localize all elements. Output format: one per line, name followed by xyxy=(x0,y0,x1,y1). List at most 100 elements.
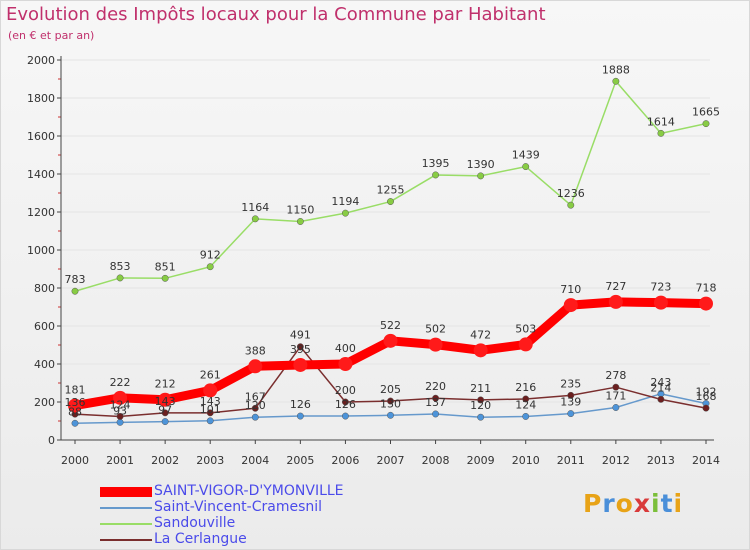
data-point xyxy=(473,343,488,358)
data-label: 168 xyxy=(696,390,717,403)
data-label: 243 xyxy=(650,376,671,389)
data-label: 502 xyxy=(425,323,446,336)
y-tick-label: 1000 xyxy=(27,244,55,257)
chart-title: Evolution des Impôts locaux pour la Comm… xyxy=(6,4,546,25)
y-tick-label: 1800 xyxy=(27,92,55,105)
data-label: 120 xyxy=(470,399,491,412)
data-label: 261 xyxy=(200,368,221,381)
data-label: 1395 xyxy=(422,157,450,170)
data-label: 130 xyxy=(380,397,401,410)
data-label: 851 xyxy=(155,260,176,273)
data-label: 124 xyxy=(515,398,536,411)
chart-subtitle: (en € et par an) xyxy=(8,29,95,42)
legend-label: Sandouville xyxy=(154,515,236,531)
data-label: 101 xyxy=(200,403,221,416)
data-point xyxy=(477,413,485,421)
data-label: 388 xyxy=(245,344,266,357)
data-point xyxy=(68,398,82,413)
data-point xyxy=(296,343,304,351)
data-label: 783 xyxy=(65,273,86,286)
data-point xyxy=(116,412,124,420)
data-point xyxy=(518,337,533,352)
data-point xyxy=(567,391,575,399)
data-label: 181 xyxy=(65,384,86,397)
data-label: 718 xyxy=(696,282,717,295)
data-point xyxy=(387,198,394,206)
brand-letter: P xyxy=(583,489,603,518)
data-point xyxy=(657,395,665,403)
data-label: 167 xyxy=(245,390,266,403)
data-point xyxy=(567,201,575,209)
data-label: 710 xyxy=(560,283,581,296)
data-label: 93 xyxy=(113,404,127,417)
y-tick-label: 1400 xyxy=(27,168,55,181)
data-point xyxy=(522,395,530,403)
data-label: 522 xyxy=(380,319,401,332)
x-tick-label: 2010 xyxy=(512,454,540,467)
y-tick-label: 2000 xyxy=(27,54,55,67)
data-label: 1439 xyxy=(512,149,540,162)
brand-letter: i xyxy=(651,489,661,518)
series-lines xyxy=(68,77,713,427)
data-label: 1236 xyxy=(557,187,585,200)
x-tick-label: 2003 xyxy=(196,454,224,467)
data-label: 853 xyxy=(110,260,131,273)
data-label: 200 xyxy=(335,384,356,397)
data-label: 235 xyxy=(560,377,581,390)
x-tick-label: 2012 xyxy=(602,454,630,467)
brand-letter: o xyxy=(615,489,634,518)
x-tick-label: 2005 xyxy=(286,454,314,467)
legend-swatch xyxy=(100,539,152,541)
legend-swatch xyxy=(100,507,152,509)
data-label: 139 xyxy=(560,396,581,409)
data-label: 126 xyxy=(335,398,356,411)
data-label: 1255 xyxy=(377,184,405,197)
data-point xyxy=(161,418,169,426)
data-label: 400 xyxy=(335,342,356,355)
data-point xyxy=(338,357,353,371)
legend-swatch xyxy=(100,487,152,497)
brand-letter: i xyxy=(673,489,684,518)
data-label: 97 xyxy=(158,404,172,417)
data-label: 137 xyxy=(425,396,446,409)
data-point xyxy=(702,404,710,412)
data-labels: 181 222 212 261 388 395 400 522 502 472 503 710 727 7… xyxy=(65,63,721,418)
x-tick-label: 2001 xyxy=(106,454,134,467)
data-point xyxy=(251,413,259,421)
x-tick-label: 2007 xyxy=(377,454,405,467)
data-point xyxy=(206,263,214,271)
data-point xyxy=(612,383,620,391)
data-point xyxy=(251,404,259,412)
x-tick-label: 2004 xyxy=(241,454,269,467)
data-label: 216 xyxy=(515,381,536,394)
data-label: 1390 xyxy=(467,158,495,171)
x-tick-label: 2000 xyxy=(61,454,89,467)
data-point xyxy=(428,337,443,352)
data-label: 220 xyxy=(425,380,446,393)
data-label: 1150 xyxy=(286,204,314,217)
data-point xyxy=(567,410,575,418)
x-tick-label: 2014 xyxy=(692,454,720,467)
x-tick-label: 2002 xyxy=(151,454,179,467)
data-label: 124 xyxy=(110,398,131,411)
data-point xyxy=(387,411,394,419)
data-label: 491 xyxy=(290,329,311,342)
data-point xyxy=(161,274,169,282)
data-point xyxy=(522,412,530,420)
data-label: 205 xyxy=(380,383,401,396)
data-point xyxy=(293,357,308,372)
data-label: 727 xyxy=(605,280,626,293)
data-point xyxy=(203,383,218,398)
data-point xyxy=(702,120,710,128)
data-point xyxy=(248,359,263,374)
data-point xyxy=(71,287,79,295)
data-label: 171 xyxy=(605,390,626,403)
data-point xyxy=(296,218,304,225)
data-label: 88 xyxy=(68,405,82,418)
data-point xyxy=(251,215,259,223)
data-label: 278 xyxy=(605,369,626,382)
data-point xyxy=(699,296,713,311)
data-point xyxy=(432,171,440,179)
data-point xyxy=(206,409,214,417)
data-label: 1194 xyxy=(331,195,359,208)
